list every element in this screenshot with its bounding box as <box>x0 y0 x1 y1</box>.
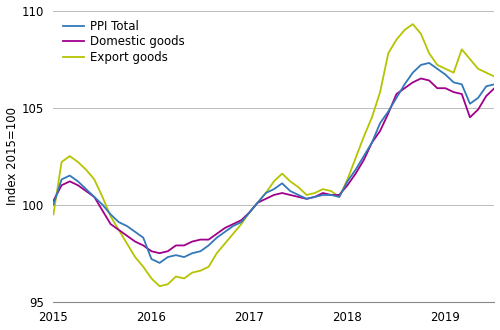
Export goods <box>165 282 171 286</box>
PPI Total <box>100 203 105 207</box>
Domestic goods <box>418 77 424 81</box>
Domestic goods <box>156 251 162 255</box>
Domestic goods <box>484 94 490 98</box>
PPI Total <box>492 82 498 86</box>
Domestic goods <box>222 226 228 230</box>
Domestic goods <box>100 209 105 213</box>
Export goods <box>50 213 56 216</box>
Export goods <box>410 22 416 26</box>
PPI Total <box>426 61 432 65</box>
PPI Total <box>459 82 465 86</box>
Line: PPI Total: PPI Total <box>54 63 494 263</box>
Line: Domestic goods: Domestic goods <box>54 79 494 253</box>
Export goods <box>156 284 162 288</box>
Y-axis label: Index 2015=100: Index 2015=100 <box>6 107 18 205</box>
Legend: PPI Total, Domestic goods, Export goods: PPI Total, Domestic goods, Export goods <box>60 16 188 67</box>
PPI Total <box>165 255 171 259</box>
PPI Total <box>484 84 490 88</box>
Export goods <box>484 71 490 75</box>
Domestic goods <box>50 199 56 203</box>
PPI Total <box>156 261 162 265</box>
Export goods <box>100 195 105 199</box>
Export goods <box>492 75 498 79</box>
PPI Total <box>222 230 228 234</box>
Domestic goods <box>132 240 138 244</box>
Domestic goods <box>459 92 465 96</box>
Domestic goods <box>492 86 498 90</box>
PPI Total <box>132 230 138 234</box>
Export goods <box>222 242 228 246</box>
Line: Export goods: Export goods <box>54 24 494 286</box>
Export goods <box>132 255 138 259</box>
Domestic goods <box>165 249 171 253</box>
PPI Total <box>50 203 56 207</box>
Export goods <box>459 48 465 51</box>
